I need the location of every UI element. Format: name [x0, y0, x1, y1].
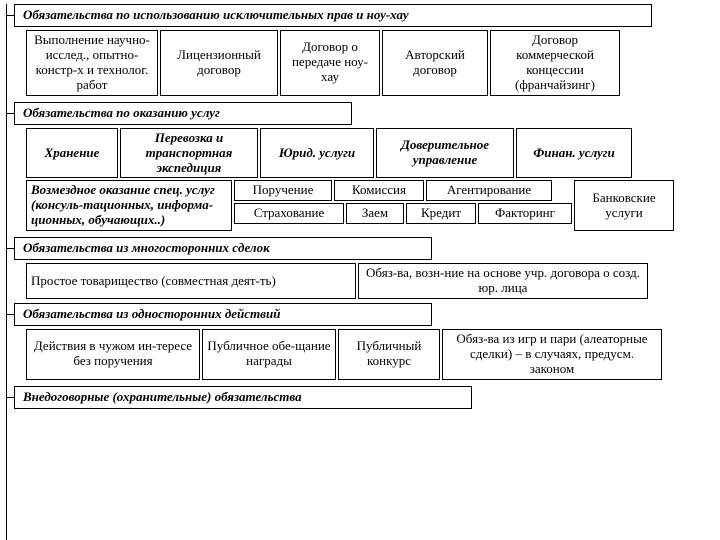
s4-item: Обяз-ва из игр и пари (алеаторные сделки…: [442, 329, 662, 380]
connector: [6, 397, 14, 398]
s2-item: Финан. услуги: [516, 128, 632, 179]
section2-header: Обязательства по оказанию услуг: [14, 102, 352, 125]
diagram-root: Обязательства по использованию исключите…: [4, 4, 716, 409]
s2a-item: Комиссия: [334, 180, 424, 201]
s2b-item: Факторинг: [478, 203, 572, 224]
s2-item: Хранение: [26, 128, 118, 179]
s2-right: Банковские услуги: [574, 180, 674, 231]
s4-item: Публичный конкурс: [338, 329, 440, 380]
s1-item: Авторский договор: [382, 30, 488, 96]
s2b-item: Кредит: [406, 203, 476, 224]
s1-item: Договор коммерческой концессии (франчайз…: [490, 30, 620, 96]
connector: [6, 113, 14, 114]
connector: [6, 248, 14, 249]
s2-item: Юрид. услуги: [260, 128, 374, 179]
section1-header: Обязательства по использованию исключите…: [14, 4, 652, 27]
s1-item: Лицензионный договор: [160, 30, 278, 96]
s4-item: Действия в чужом ин-тересе без поручения: [26, 329, 200, 380]
s2-item: Перевозка и транспортная экспедиция: [120, 128, 258, 179]
main-spine: [6, 4, 7, 540]
s2b-item: Заем: [346, 203, 404, 224]
s3-item: Обяз-ва, возн-ние на основе учр. договор…: [358, 263, 648, 299]
section3-header: Обязательства из многосторонних сделок: [14, 237, 432, 260]
s4-item: Публичное обе-щание награды: [202, 329, 336, 380]
s1-item: Договор о передаче ноу-хау: [280, 30, 380, 96]
s1-item: Выполнение научно-исслед., опытно-констр…: [26, 30, 158, 96]
connector: [6, 15, 14, 16]
s2-left: Возмездное оказание спец. услуг (консуль…: [26, 180, 232, 231]
s2a-item: Поручение: [234, 180, 332, 201]
connector: [6, 314, 14, 315]
section5-header: Внедоговорные (охранительные) обязательс…: [14, 386, 472, 409]
s2a-item: Агентирование: [426, 180, 552, 201]
section4-header: Обязательства из односторонних действий: [14, 303, 432, 326]
s3-item: Простое товарищество (совместная деят-ть…: [26, 263, 356, 299]
s2-item: Доверительное управление: [376, 128, 514, 179]
s2b-item: Страхование: [234, 203, 344, 224]
